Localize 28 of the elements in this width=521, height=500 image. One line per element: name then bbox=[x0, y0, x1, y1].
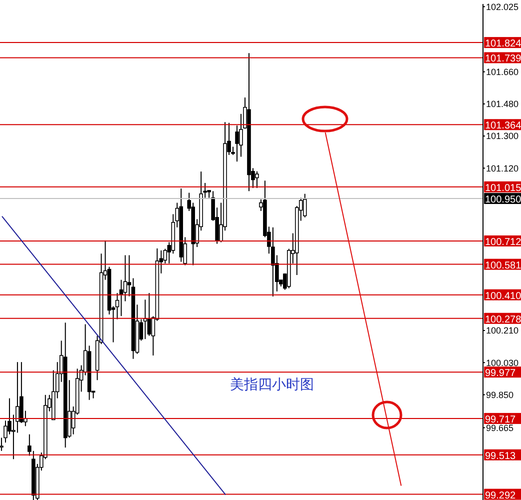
candlestick bbox=[235, 125, 239, 162]
ref-line-label: 99.717 bbox=[485, 414, 516, 426]
ref-line-label: 101.364 bbox=[485, 120, 521, 132]
ref-line-label: 99.977 bbox=[485, 368, 516, 380]
ref-line-label: 101.739 bbox=[485, 54, 521, 65]
y-tick-label: 101.120 bbox=[486, 163, 519, 174]
ref-line-label: 101.824 bbox=[485, 38, 521, 50]
annotation: 美指四小时图 bbox=[228, 376, 316, 394]
ref-line-label: 99.513 bbox=[485, 450, 516, 462]
y-tick-label: 100.030 bbox=[486, 358, 519, 368]
ref-line-label: 100.278 bbox=[485, 314, 521, 326]
y-tick-label: 102.025 bbox=[486, 2, 519, 12]
candlestick bbox=[302, 193, 307, 218]
ref-line-label: 100.950 bbox=[485, 194, 521, 206]
ref-line-label: 100.581 bbox=[485, 260, 521, 272]
candlestick bbox=[271, 226, 275, 297]
y-tick-label: 101.480 bbox=[486, 99, 519, 110]
y-tick-label: 99.850 bbox=[486, 390, 514, 400]
candlestick bbox=[147, 292, 152, 336]
candlestick bbox=[255, 170, 259, 188]
y-tick-label: 101.660 bbox=[486, 66, 519, 77]
ref-line-label: 99.292 bbox=[485, 490, 516, 500]
y-tick-label: 100.210 bbox=[486, 326, 519, 336]
y-tick-label: 99.665 bbox=[486, 422, 514, 433]
ref-line-label: 101.015 bbox=[485, 182, 521, 194]
ref-line-label: 100.410 bbox=[485, 290, 521, 302]
y-tick-label: 101.300 bbox=[486, 131, 519, 142]
ref-line-label: 100.712 bbox=[485, 236, 521, 248]
